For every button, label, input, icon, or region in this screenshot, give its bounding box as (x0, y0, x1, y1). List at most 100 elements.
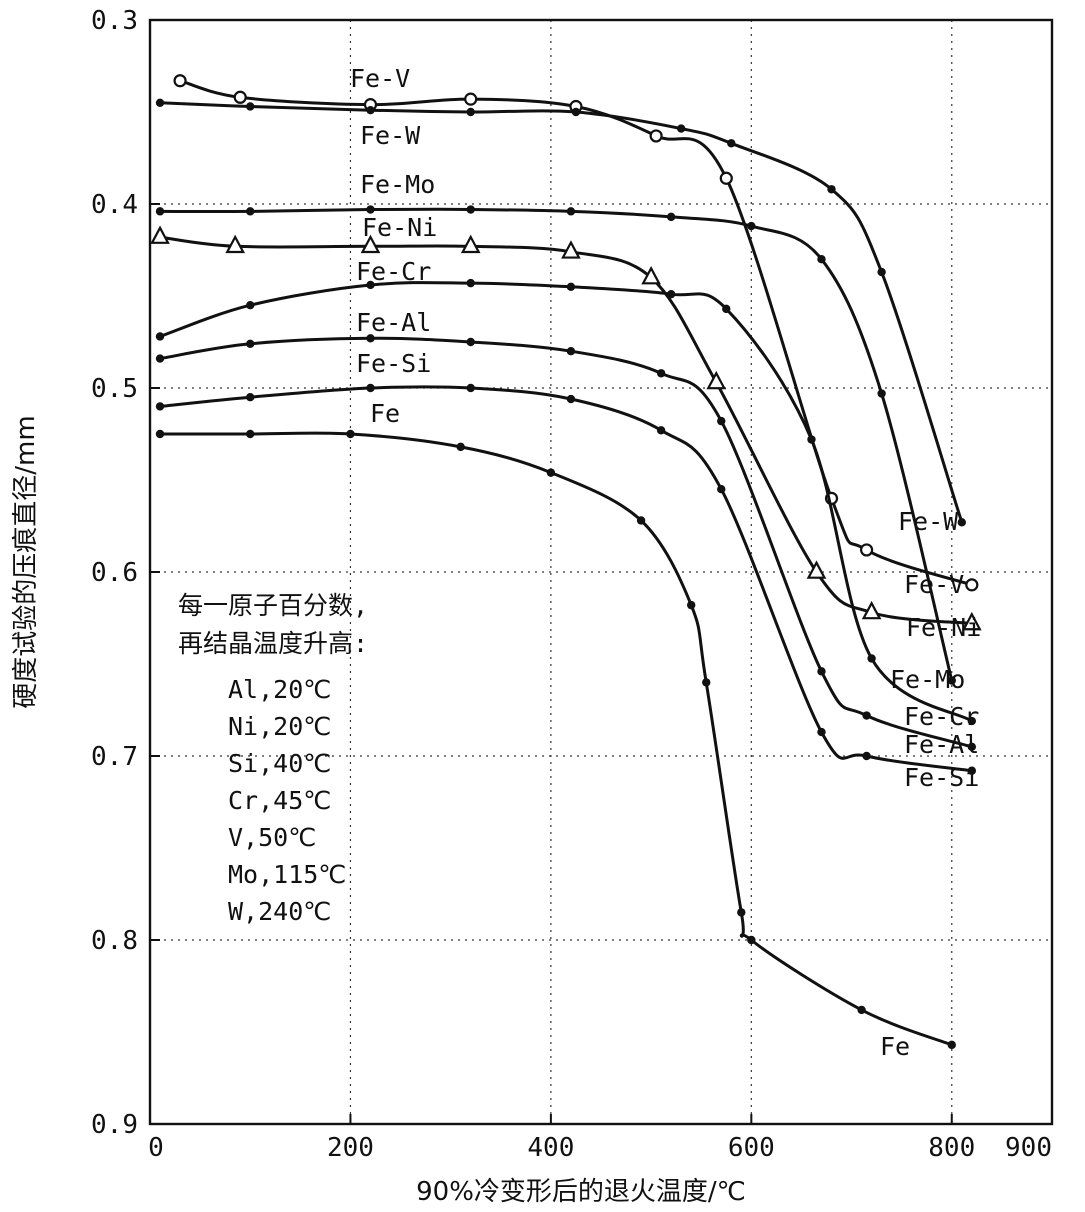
series-fe-cr (155, 278, 977, 726)
data-point (155, 429, 165, 439)
series-fe-v (173, 74, 979, 592)
data-point (859, 543, 874, 557)
annotation-item: Ni,20℃ (228, 712, 331, 741)
series-label-fe-al: Fe-Al (356, 308, 431, 337)
y-tick-label: 0.9 (91, 1110, 138, 1140)
series-label-fe-si: Fe-Si (356, 349, 431, 378)
data-point (360, 234, 381, 254)
data-point (649, 129, 663, 143)
annotation-title: 每一原子百分数, (178, 591, 368, 620)
series-end-label-fe-si: Fe-Si (904, 763, 979, 792)
data-point (636, 516, 646, 525)
data-point (155, 207, 165, 216)
series-end-label-fe-al: Fe-Al (904, 730, 979, 759)
series-label-fe-mo: Fe-Mo (360, 170, 435, 199)
data-point (366, 280, 375, 290)
data-point (173, 74, 187, 88)
data-point (717, 416, 726, 426)
y-axis-title: 硬度试验的压痕直径/mm (11, 415, 41, 708)
data-point (676, 124, 686, 133)
data-point (861, 600, 882, 620)
series-label-fe-ni: Fe-Ni (362, 213, 437, 242)
data-point (460, 234, 481, 254)
y-tick-label: 0.3 (91, 6, 138, 36)
data-point (717, 485, 726, 494)
axes: 0 200 400 600 800 900 0.3 0.4 0.5 0.6 0.7 0.8 0.9 90%… (11, 6, 1054, 1207)
data-point (947, 1040, 956, 1050)
x-tick-label: 400 (527, 1133, 574, 1163)
data-point (817, 667, 826, 676)
x-tick-label: 0 (148, 1133, 164, 1163)
data-point (817, 255, 826, 264)
data-point (877, 389, 886, 398)
data-point (877, 267, 886, 277)
data-point (246, 393, 255, 402)
series-lines (150, 74, 982, 1050)
annotation-item: Si,40℃ (228, 749, 331, 778)
data-point (862, 711, 871, 720)
series-fe-al (155, 334, 977, 751)
data-point (666, 212, 676, 222)
data-point (947, 676, 956, 685)
data-point (967, 766, 977, 775)
series-fe-mo (155, 205, 956, 685)
annotation-item: V,50℃ (228, 823, 316, 852)
data-point (561, 240, 581, 259)
series-line-fe-w (159, 101, 964, 523)
series-line-fe-si (159, 385, 973, 773)
data-point (656, 426, 666, 435)
data-point (747, 935, 756, 945)
series-end-label-fe-mo: Fe-Mo (890, 665, 965, 694)
data-point (666, 289, 676, 299)
data-point (466, 107, 475, 117)
series-end-label-fe: Fe (880, 1032, 910, 1061)
gridlines (150, 20, 1052, 1124)
series-fe-si (155, 383, 977, 775)
data-point (722, 304, 731, 314)
series-line-fe-v (179, 79, 973, 587)
x-tick-label: 600 (728, 1133, 775, 1163)
y-tick-label: 0.4 (91, 190, 138, 220)
data-point (817, 727, 826, 737)
data-point (233, 90, 247, 104)
series-fe (155, 429, 956, 1050)
y-tick-label: 0.8 (91, 926, 138, 956)
series-fe-w (155, 98, 966, 527)
data-point (546, 468, 556, 477)
data-point (155, 354, 165, 363)
annotation-item: Mo,115℃ (228, 860, 346, 889)
y-tick-label: 0.7 (91, 742, 138, 772)
data-point (366, 205, 375, 214)
series-label-fe-cr: Fe-Cr (356, 257, 431, 286)
series-fe-ni (150, 225, 982, 631)
series-end-label-fe-ni: Fe-Ni (906, 613, 981, 642)
data-point (466, 278, 475, 288)
data-point (961, 611, 982, 631)
data-point (155, 402, 165, 411)
data-point (155, 332, 165, 341)
series-label-fe: Fe (370, 399, 400, 428)
data-point (150, 225, 170, 244)
annotation-item: W,240℃ (228, 897, 331, 926)
annotation-item: Cr,45℃ (228, 786, 331, 815)
series-label-fe-v: Fe-V (350, 64, 410, 93)
data-point (566, 347, 576, 356)
data-point (737, 908, 746, 917)
data-point (867, 654, 876, 663)
x-tick-label: 900 (1005, 1133, 1052, 1163)
series-labels: Fe-V Fe-V Fe-W Fe-W Fe-Mo Fe-Mo Fe-Ni Fe-Ni Fe-C… (350, 64, 981, 1061)
data-point (566, 394, 576, 404)
series-line-fe-al (159, 336, 973, 749)
series-label-fe-w: Fe-W (360, 121, 421, 150)
data-point (727, 139, 736, 148)
data-point (246, 429, 255, 439)
data-point (464, 92, 478, 106)
data-point (857, 1005, 866, 1015)
series-end-label-fe-cr: Fe-Cr (904, 702, 979, 731)
data-point (807, 435, 816, 444)
data-point (366, 105, 375, 115)
annotation-item: Al,20℃ (228, 675, 331, 704)
data-point (466, 337, 475, 347)
data-point (806, 560, 827, 579)
